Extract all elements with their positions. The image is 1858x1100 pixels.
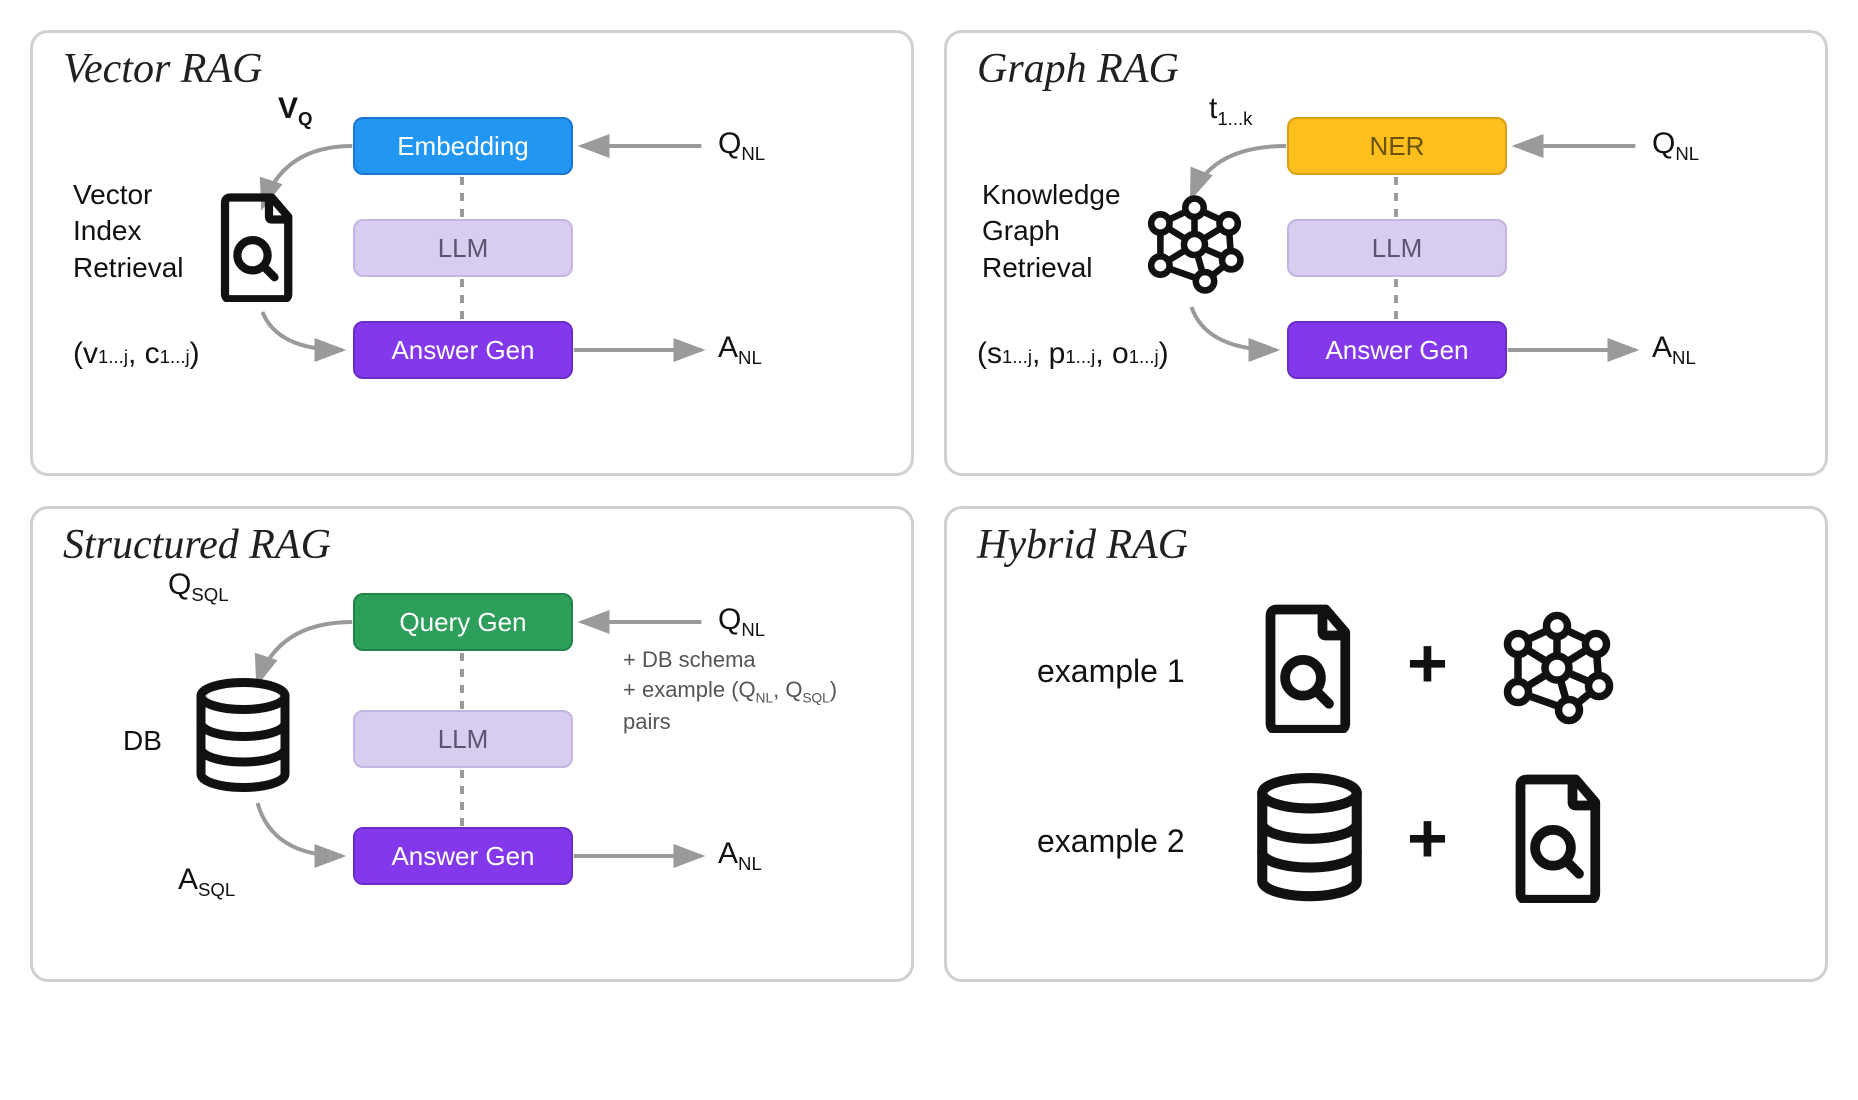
t1k-label: t1...k	[1209, 92, 1252, 130]
embedding-box: Embedding	[353, 117, 573, 175]
llm-label: LLM	[438, 233, 489, 264]
graph-network-icon	[1142, 192, 1247, 297]
vector-index-label: VectorIndexRetrieval	[73, 177, 193, 286]
panel-structured-rag: Structured RAG Query Gen LLM	[30, 506, 914, 982]
input-q-label: QNL	[718, 127, 765, 165]
db-label: DB	[123, 723, 162, 759]
answergen-box: Answer Gen	[353, 827, 573, 885]
output-a-label: ANL	[1652, 331, 1696, 369]
spo-tuple-label: (s1...j, p1...j, o1...j)	[977, 337, 1169, 371]
vc-tuple-label: (v1...j, c1...j)	[73, 337, 200, 371]
canvas-graph: NER LLM Answer Gen QNL ANL t1...k Knowle…	[977, 97, 1795, 447]
querygen-box: Query Gen	[353, 593, 573, 651]
kg-retrieval-label: KnowledgeGraphRetrieval	[982, 177, 1127, 286]
embedding-label: Embedding	[397, 131, 529, 162]
panel-title: Graph RAG	[977, 45, 1795, 93]
asql-label: ASQL	[178, 863, 235, 901]
extra-note: + DB schema+ example (QNL, QSQL)pairs	[623, 645, 837, 737]
ner-label: NER	[1370, 131, 1425, 162]
plus-icon: +	[1407, 623, 1448, 703]
panel-hybrid-rag: Hybrid RAG example 1 example 2 +	[944, 506, 1828, 982]
input-q-label: QNL	[1652, 127, 1699, 165]
plus-icon: +	[1407, 798, 1448, 878]
canvas-vector: Embedding LLM Answer Gen QNL ANL VQ Vect…	[63, 97, 881, 447]
vq-label: VQ	[278, 92, 312, 130]
panel-title: Structured RAG	[63, 521, 881, 569]
answergen-box: Answer Gen	[353, 321, 573, 379]
llm-box: LLM	[1287, 219, 1507, 277]
llm-label: LLM	[438, 724, 489, 755]
input-q-label: QNL	[718, 603, 765, 641]
example1-label: example 1	[1037, 653, 1185, 690]
output-a-label: ANL	[718, 837, 762, 875]
answergen-box: Answer Gen	[1287, 321, 1507, 379]
panel-title: Hybrid RAG	[977, 521, 1795, 569]
canvas-hybrid: example 1 example 2 +	[977, 573, 1795, 953]
querygen-label: Query Gen	[399, 607, 526, 638]
panel-title: Vector RAG	[63, 45, 881, 93]
llm-box: LLM	[353, 219, 573, 277]
canvas-structured: Query Gen LLM Answer Gen QNL + DB schema…	[63, 573, 881, 953]
diagram-grid: Vector RAG E	[30, 30, 1828, 982]
answergen-label: Answer Gen	[391, 841, 534, 872]
graph-network-icon	[1497, 608, 1617, 728]
llm-box: LLM	[353, 710, 573, 768]
llm-label: LLM	[1372, 233, 1423, 264]
database-icon	[1247, 773, 1372, 908]
panel-graph-rag: Graph RAG NER LLM	[944, 30, 1828, 476]
file-search-icon	[1507, 773, 1612, 903]
database-icon	[188, 678, 298, 798]
qsql-label: QSQL	[168, 568, 229, 606]
answergen-label: Answer Gen	[1325, 335, 1468, 366]
file-search-icon	[1257, 603, 1362, 733]
output-a-label: ANL	[718, 331, 762, 369]
file-search-icon	[213, 192, 303, 302]
ner-box: NER	[1287, 117, 1507, 175]
example2-label: example 2	[1037, 823, 1185, 860]
panel-vector-rag: Vector RAG E	[30, 30, 914, 476]
answergen-label: Answer Gen	[391, 335, 534, 366]
